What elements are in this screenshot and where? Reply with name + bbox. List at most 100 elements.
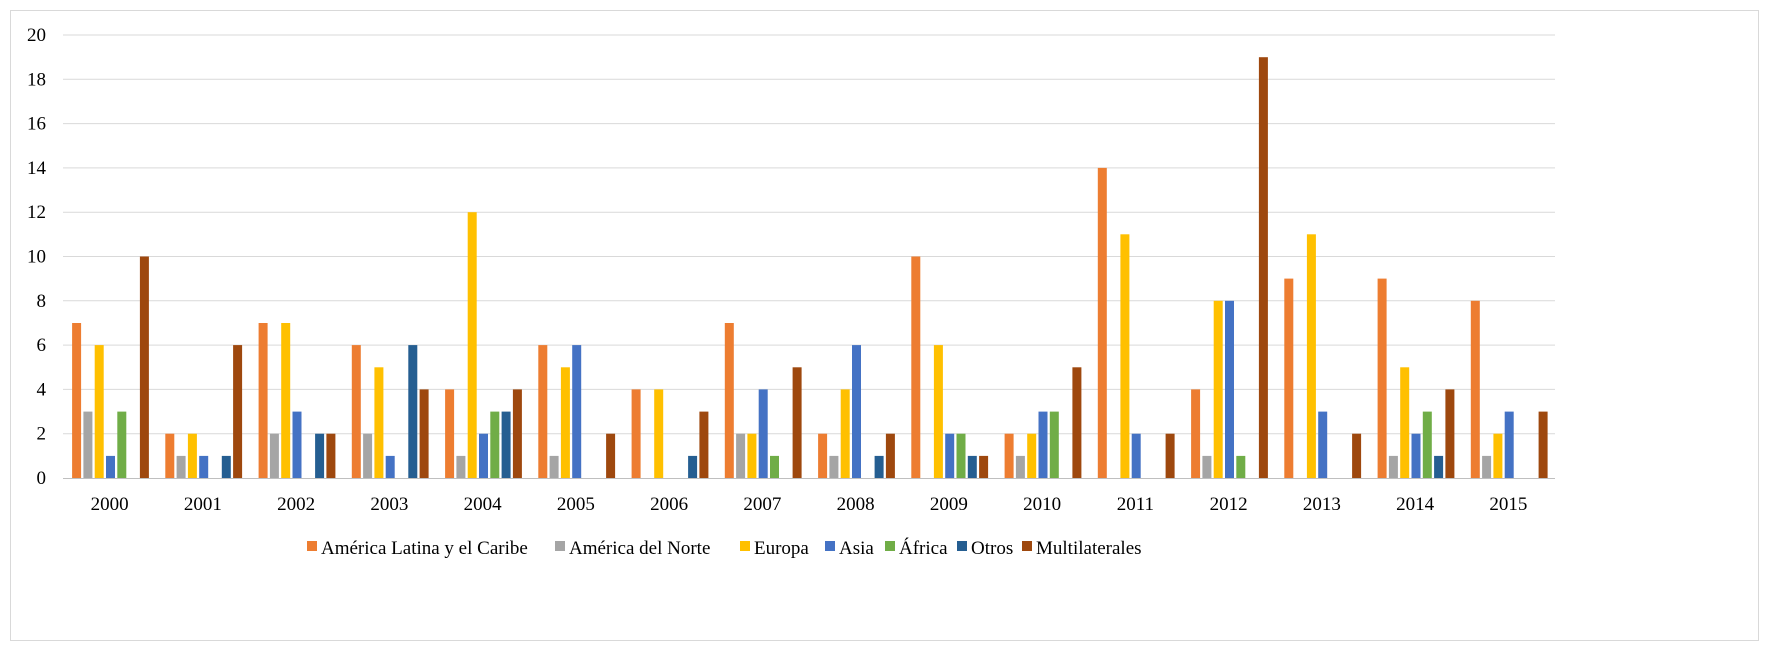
legend-swatch (957, 541, 967, 551)
bar (945, 433, 955, 478)
bar (479, 433, 488, 478)
bar (829, 455, 839, 478)
bar (187, 433, 197, 478)
bar (606, 433, 616, 478)
bar (1445, 389, 1455, 478)
bar (1400, 367, 1410, 479)
legend-label: Multilaterales (1036, 538, 1142, 559)
bar (911, 256, 921, 478)
legend-label: Otros (971, 538, 1013, 559)
x-tick-label: 2002 (277, 494, 315, 515)
bar (1027, 433, 1037, 478)
bar (688, 455, 698, 478)
bar (1049, 411, 1059, 478)
bar (1258, 57, 1268, 478)
y-tick-label: 18 (27, 69, 46, 90)
legend-label: América del Norte (569, 538, 710, 559)
bar (281, 323, 291, 478)
y-tick-label: 6 (37, 335, 47, 356)
y-tick-label: 4 (37, 379, 47, 400)
bar (72, 323, 82, 478)
bar (117, 411, 127, 478)
bar (549, 455, 559, 478)
y-tick-label: 20 (27, 25, 46, 46)
x-axis-ticks: 2000 2001 2002 2003 2004 2005 2006 2007 2008 2009… (91, 494, 1528, 515)
x-tick-label: 2012 (1210, 494, 1248, 515)
bar (94, 345, 104, 478)
legend-label: América Latina y el Caribe (321, 538, 528, 559)
bar (747, 433, 757, 478)
x-tick-label: 2007 (743, 494, 781, 515)
bar (490, 411, 500, 478)
bar (419, 389, 429, 478)
bar (199, 455, 209, 478)
bar (1225, 300, 1234, 478)
bar (1470, 300, 1480, 478)
legend-label: África (899, 537, 948, 559)
x-tick-label: 2003 (370, 494, 408, 515)
bar (1131, 433, 1141, 478)
gridlines (63, 34, 1555, 435)
bar (852, 345, 861, 478)
bar (292, 411, 302, 478)
bar (1015, 455, 1025, 478)
bar (1213, 300, 1223, 478)
bar (1236, 455, 1246, 478)
legend-swatch (307, 541, 317, 551)
legend-swatch (740, 541, 750, 551)
bar (933, 345, 943, 478)
legend-swatch (885, 541, 895, 551)
x-tick-label: 2010 (1023, 494, 1061, 515)
bar (1306, 234, 1316, 478)
bar (1377, 278, 1387, 478)
bar (1493, 433, 1503, 478)
legend-label: Asia (839, 538, 874, 559)
bar (165, 433, 175, 478)
bar (979, 455, 989, 478)
x-tick-label: 2009 (930, 494, 968, 515)
bar (699, 411, 709, 478)
y-tick-label: 10 (27, 247, 46, 268)
bar (792, 367, 802, 479)
x-tick-label: 2013 (1303, 494, 1341, 515)
bar (885, 433, 895, 478)
bar (724, 323, 734, 478)
bar (538, 345, 548, 478)
x-tick-label: 2006 (650, 494, 688, 515)
bar (572, 345, 582, 478)
bar (1504, 411, 1514, 478)
bar (501, 411, 511, 478)
bar (654, 389, 664, 478)
bar (1434, 455, 1444, 478)
bar (258, 323, 268, 478)
bar (1352, 433, 1362, 478)
y-tick-label: 2 (37, 424, 47, 445)
x-tick-label: 2000 (91, 494, 129, 515)
bar (139, 256, 149, 478)
bar (326, 433, 336, 478)
x-tick-label: 2015 (1489, 494, 1527, 515)
legend: América Latina y el Caribe América del No… (307, 537, 1142, 559)
bar (83, 411, 93, 478)
legend-label: Europa (754, 538, 809, 559)
bar (1004, 433, 1014, 478)
y-tick-label: 14 (27, 158, 47, 179)
bar (1284, 278, 1294, 478)
bar (770, 455, 779, 478)
bar (631, 389, 641, 478)
bar (351, 345, 361, 478)
bar (385, 455, 395, 478)
legend-swatch (1022, 541, 1032, 551)
bar (315, 433, 325, 478)
x-tick-label: 2014 (1396, 494, 1435, 515)
bar (374, 367, 384, 479)
chart-border (10, 10, 1759, 641)
bar (1191, 389, 1201, 478)
bar (456, 455, 466, 478)
x-tick-label: 2008 (837, 494, 875, 515)
bar (467, 212, 477, 478)
bar (1482, 455, 1492, 478)
bar (221, 455, 231, 478)
x-tick-label: 2005 (557, 494, 595, 515)
